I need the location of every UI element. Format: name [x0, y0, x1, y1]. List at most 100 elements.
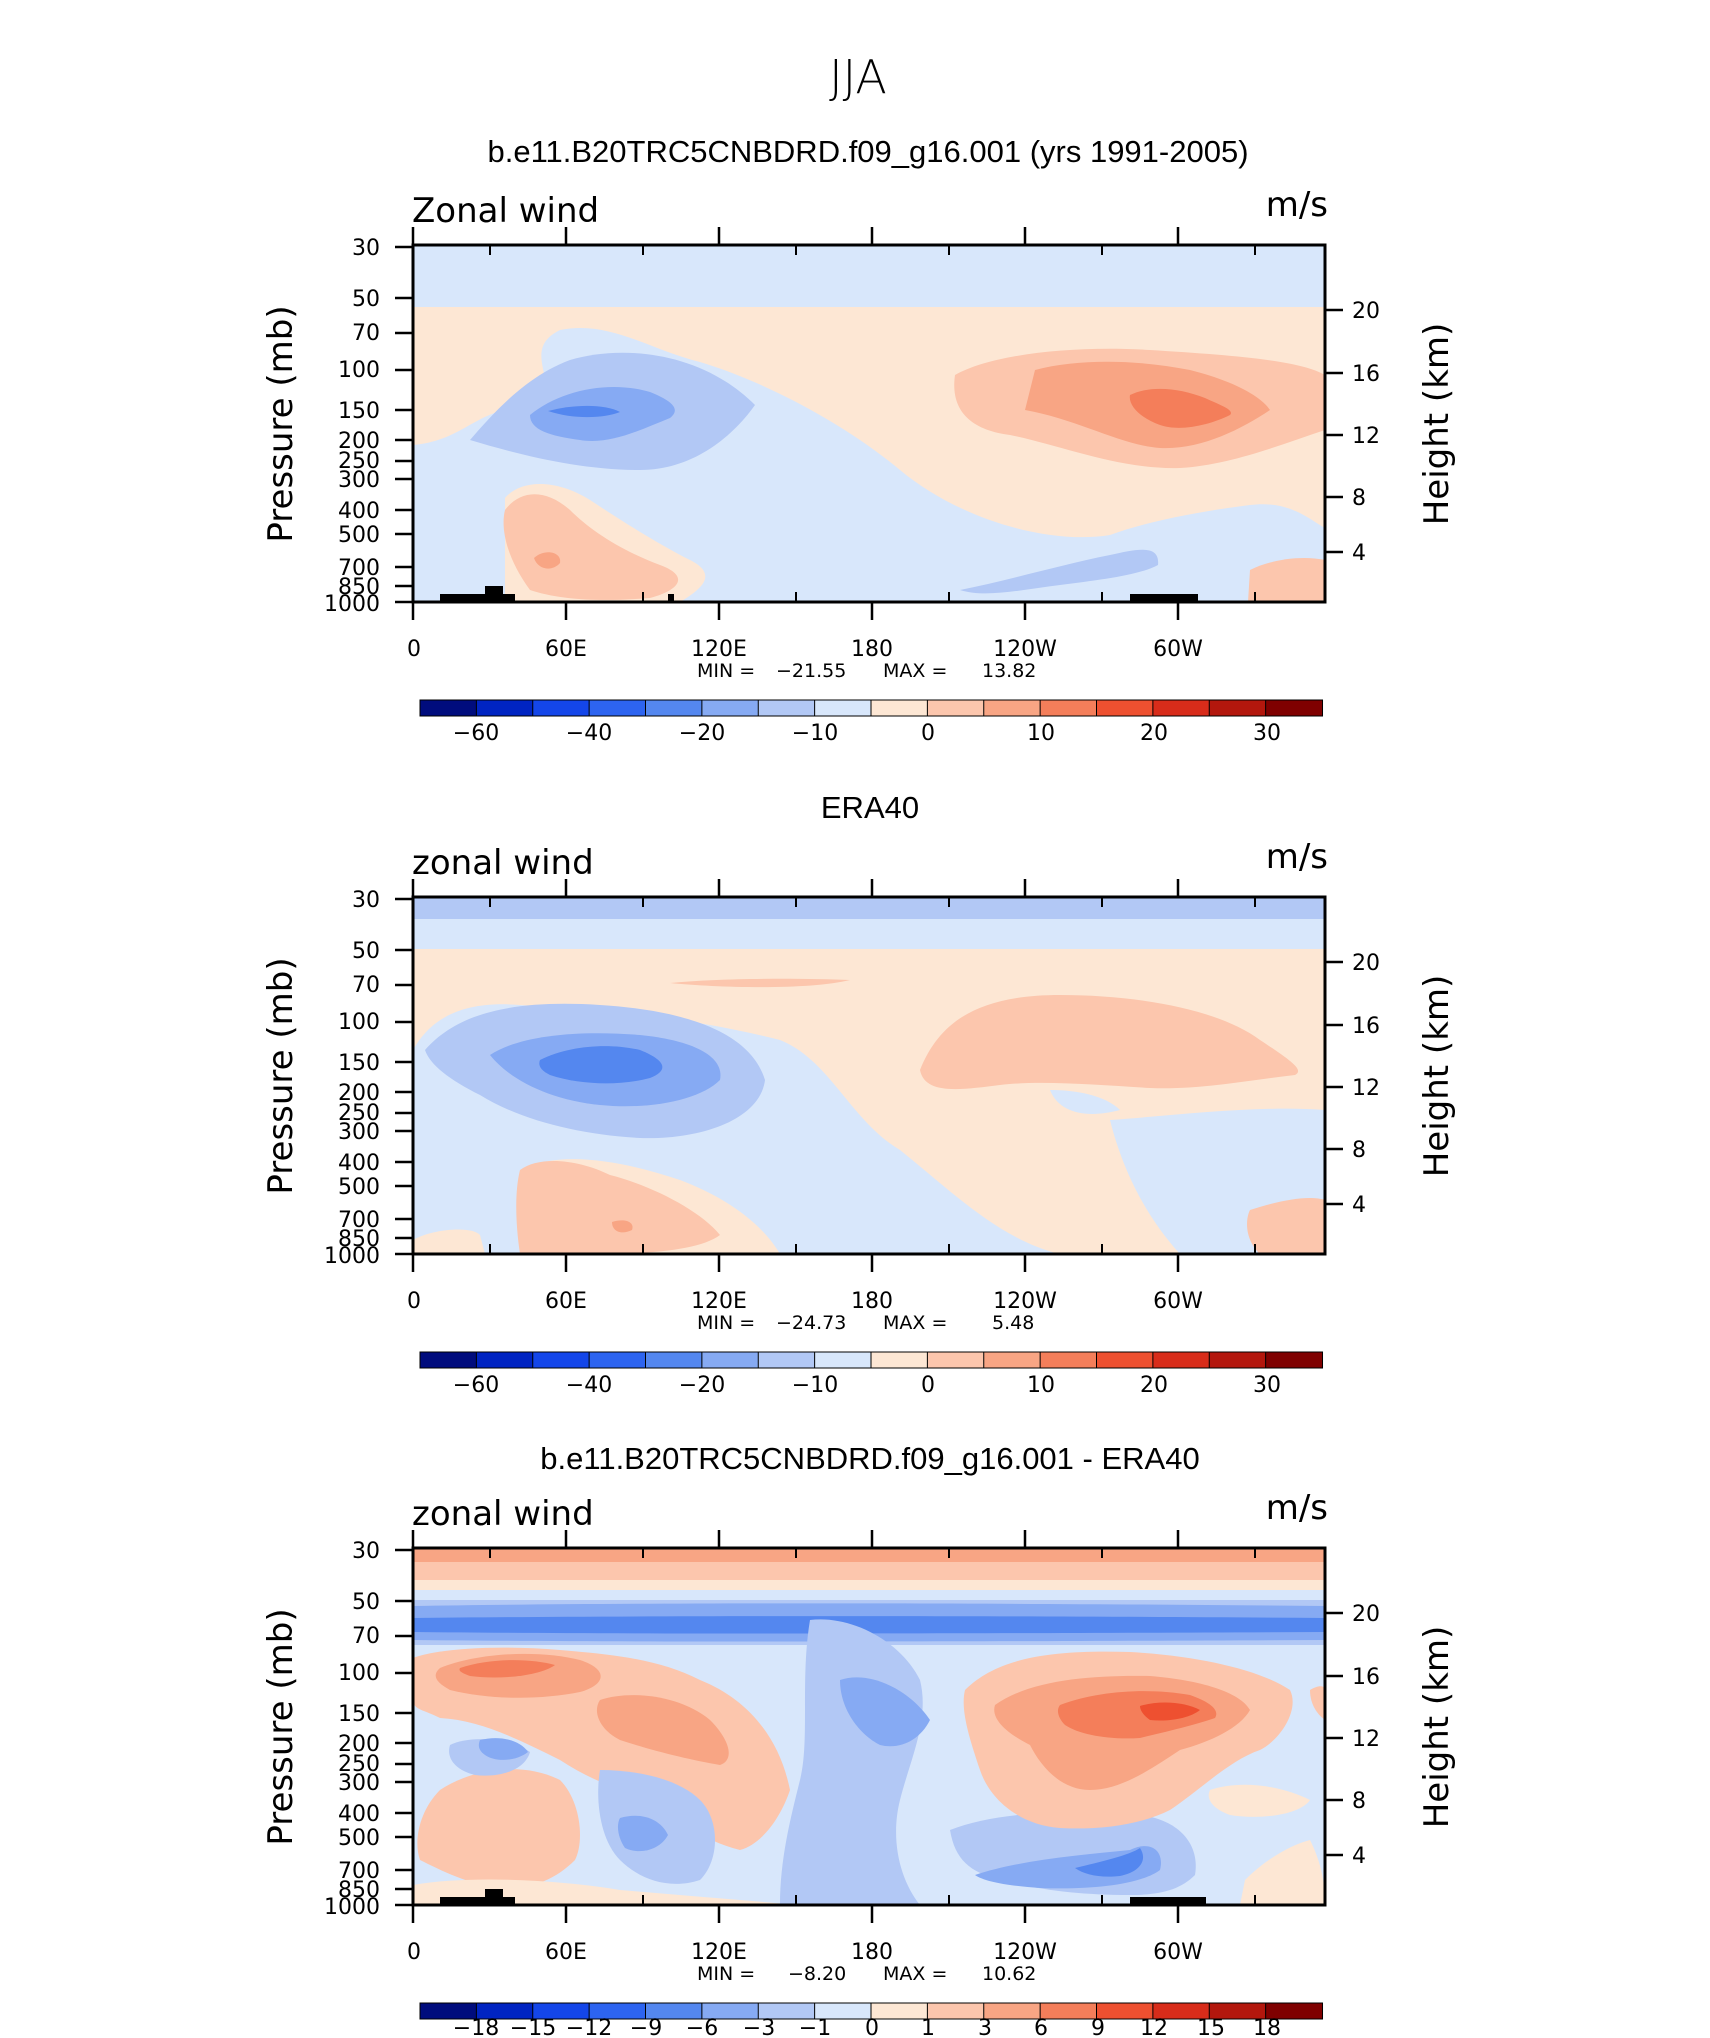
colorbar-swatch — [870, 1351, 929, 1369]
x-tick-label: 120E — [691, 637, 747, 662]
y-tick-label: 150 — [338, 1051, 380, 1076]
y-tick-label: 500 — [338, 1826, 380, 1851]
y-tick-label: 400 — [338, 499, 380, 524]
contour-band — [1247, 1198, 1325, 1254]
colorbar-label: 12 — [1140, 2016, 1168, 2038]
colorbar-label: 18 — [1253, 2016, 1281, 2038]
colorbar-label: 0 — [865, 2016, 879, 2038]
x-tick-label: 60E — [545, 1940, 587, 1965]
y-tick-label: 200 — [338, 1732, 380, 1757]
y-right-tick-label: 20 — [1352, 1602, 1380, 1627]
colorbar-labels: −18 −15 −12 −9 −6 −3 −1 0 1 3 6 9 12 15 … — [453, 2016, 1281, 2038]
panel-title: b.e11.B20TRC5CNBDRD.f09_g16.001 - ERA40 — [540, 1441, 1199, 1476]
y-right-axis-label: Height (km) — [1417, 323, 1457, 526]
colorbar-label: 10 — [1027, 721, 1055, 746]
panel-model: b.e11.B20TRC5CNBDRD.f09_g16.001 (yrs 199… — [261, 134, 1457, 746]
max-value: 5.48 — [992, 1312, 1034, 1334]
y-tick-label: 300 — [338, 468, 380, 493]
colorbar-swatch — [983, 1351, 1042, 1369]
colorbar-swatch — [1039, 1351, 1098, 1369]
colorbar-swatch — [1039, 2002, 1098, 2020]
units-label: m/s — [1266, 1488, 1328, 1528]
panel-title: ERA40 — [821, 790, 919, 825]
y-tick-marks — [395, 1548, 413, 1907]
y-right-tick-label: 8 — [1352, 1138, 1366, 1163]
colorbar-label: −12 — [566, 2016, 612, 2038]
contour-band — [1140, 1702, 1200, 1721]
x-tick-label: 120W — [993, 1289, 1057, 1314]
colorbar-swatch — [419, 699, 478, 717]
colorbar-labels: −60 −40 −20 −10 0 10 20 30 — [453, 721, 1281, 746]
colorbar-swatch — [645, 1351, 703, 1369]
x-tick-label: 180 — [851, 637, 893, 662]
x-minor-tick-marks — [489, 1548, 1256, 1905]
colorbar-swatch — [870, 2002, 929, 2020]
colorbar-swatch — [983, 2002, 1042, 2020]
y-right-tick-label: 12 — [1352, 424, 1380, 449]
y-tick-label: 200 — [338, 429, 380, 454]
y-tick-label: 250 — [338, 1101, 380, 1126]
y-tick-label: 30 — [352, 1539, 380, 1564]
colorbar-swatch — [1096, 1351, 1154, 1369]
colorbar-label: 30 — [1253, 1373, 1281, 1398]
max-label: MAX = — [883, 1963, 947, 1985]
max-value: 10.62 — [982, 1963, 1036, 1985]
variable-label: zonal wind — [412, 843, 594, 883]
colorbar-swatch — [757, 1351, 816, 1369]
y-tick-label: 700 — [338, 1859, 380, 1884]
contour-field — [413, 245, 1325, 602]
colorbar-label: 0 — [921, 721, 935, 746]
y-tick-label: 500 — [338, 523, 380, 548]
contour-band — [503, 494, 679, 600]
min-label: MIN = — [697, 1963, 755, 1985]
contour-band — [516, 1160, 720, 1254]
colorbar-label: −20 — [679, 721, 725, 746]
contour-band — [596, 1695, 729, 1765]
colorbar-labels: −60 −40 −20 −10 0 10 20 30 — [453, 1373, 1281, 1398]
y-right-tick-label: 4 — [1352, 1193, 1366, 1218]
y-right-tick-label: 12 — [1352, 1727, 1380, 1752]
y-tick-label: 400 — [338, 1151, 380, 1176]
contour-band — [840, 1677, 930, 1747]
x-tick-label: 60W — [1153, 1940, 1203, 1965]
y-tick-label: 700 — [338, 556, 380, 581]
contour-band — [478, 1738, 528, 1760]
min-value: −21.55 — [776, 660, 846, 682]
colorbar-label: 10 — [1027, 1373, 1055, 1398]
y-tick-label: 30 — [352, 236, 380, 261]
colorbar — [419, 1351, 1324, 1369]
y-right-tick-label: 16 — [1352, 362, 1380, 387]
x-tick-label: 120W — [993, 637, 1057, 662]
max-label: MAX = — [883, 660, 947, 682]
colorbar-label: −60 — [453, 721, 499, 746]
colorbar-swatch — [701, 1351, 760, 1369]
contour-field — [413, 1548, 1325, 1905]
colorbar-swatch — [1096, 699, 1154, 717]
y-ticks-left: 30 50 70 100 150 200 250 300 400 500 700… — [324, 236, 413, 617]
contour-band — [1248, 558, 1325, 602]
y-right-tick-label: 4 — [1352, 1844, 1366, 1869]
y-tick-label: 400 — [338, 1802, 380, 1827]
stats-line: MIN = −24.73 MAX = 5.48 — [697, 1312, 1034, 1334]
y-tick-label: 100 — [338, 1010, 380, 1035]
contour-band — [1050, 1090, 1120, 1114]
units-label: m/s — [1266, 185, 1328, 225]
colorbar-label: −6 — [686, 2016, 718, 2038]
contour-band — [413, 1590, 1325, 1600]
x-ticks: 0 60E 120E 180 120W 60W — [407, 879, 1256, 1314]
variable-label: Zonal wind — [412, 191, 599, 231]
colorbar-label: −10 — [792, 721, 838, 746]
x-minor-tick-marks — [489, 245, 1256, 602]
x-tick-label: 60E — [545, 637, 587, 662]
colorbar-swatch — [1152, 1351, 1211, 1369]
colorbar-label: −18 — [453, 2016, 499, 2038]
colorbar-label: −9 — [630, 2016, 662, 2038]
contour-band — [413, 1580, 1325, 1590]
contour-band — [920, 995, 1299, 1090]
y-right-axis-label: Height (km) — [1417, 1626, 1457, 1829]
colorbar — [419, 699, 1324, 717]
colorbar-label: −20 — [679, 1373, 725, 1398]
colorbar-label: 15 — [1197, 2016, 1225, 2038]
y-tick-label: 100 — [338, 1661, 380, 1686]
x-tick-label: 0 — [407, 1940, 421, 1965]
